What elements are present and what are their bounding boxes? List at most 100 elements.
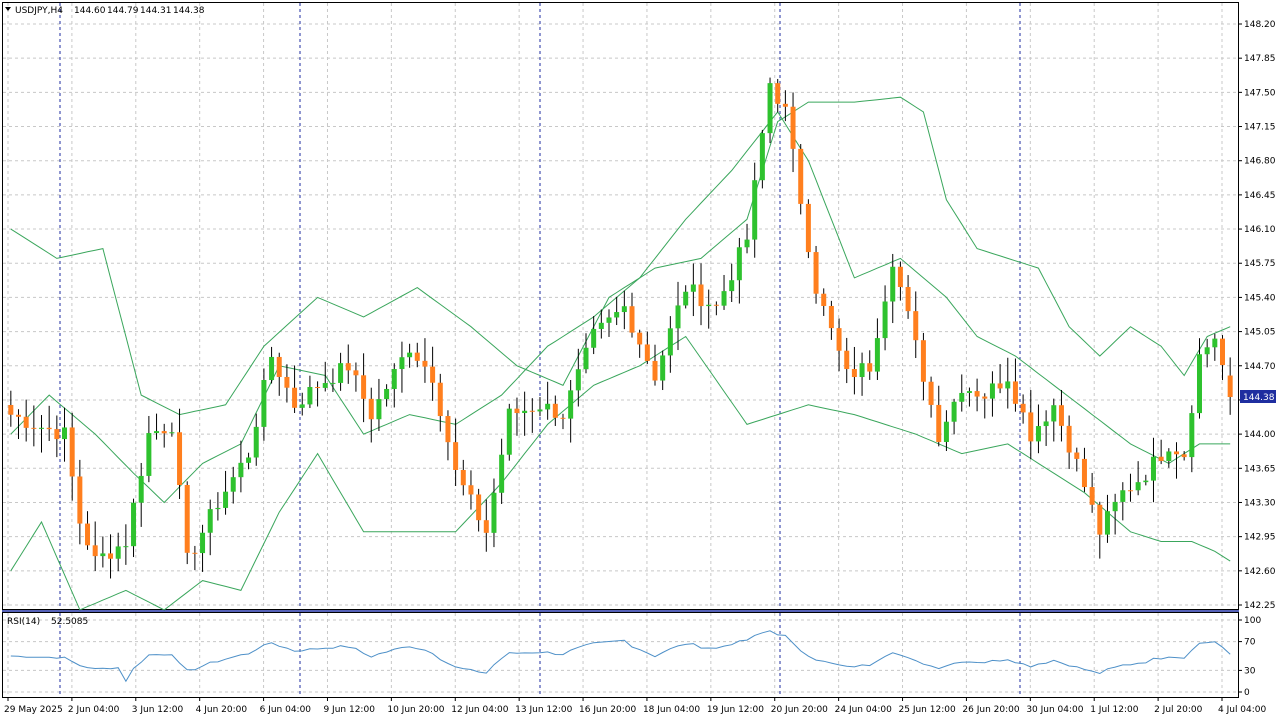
candle[interactable]: [1227, 357, 1233, 415]
candle[interactable]: [1005, 357, 1011, 409]
candle[interactable]: [890, 253, 896, 324]
candle[interactable]: [874, 318, 880, 381]
candle[interactable]: [200, 524, 206, 572]
candle[interactable]: [805, 199, 811, 259]
candle[interactable]: [345, 344, 351, 384]
candle[interactable]: [759, 129, 765, 189]
candle[interactable]: [1081, 447, 1087, 492]
candle[interactable]: [100, 536, 106, 568]
candle[interactable]: [223, 470, 229, 515]
candle[interactable]: [353, 362, 359, 392]
candle[interactable]: [882, 285, 888, 351]
candle[interactable]: [683, 285, 689, 309]
candle[interactable]: [583, 333, 589, 374]
candle[interactable]: [92, 521, 98, 571]
candle[interactable]: [123, 524, 129, 565]
candle[interactable]: [1012, 358, 1018, 412]
candle[interactable]: [1204, 338, 1210, 368]
candle[interactable]: [813, 245, 819, 304]
candle[interactable]: [108, 534, 114, 579]
candle[interactable]: [982, 393, 988, 419]
candle[interactable]: [729, 263, 735, 303]
candle[interactable]: [506, 403, 512, 461]
candle[interactable]: [614, 296, 620, 326]
candle[interactable]: [660, 350, 666, 391]
candle[interactable]: [836, 318, 842, 372]
candle[interactable]: [951, 398, 957, 435]
candle[interactable]: [936, 385, 942, 447]
candle[interactable]: [1212, 333, 1218, 361]
candle[interactable]: [1158, 439, 1164, 465]
candle[interactable]: [437, 373, 443, 432]
candle[interactable]: [407, 343, 413, 368]
candle[interactable]: [1020, 394, 1026, 424]
candle[interactable]: [706, 289, 712, 329]
candle[interactable]: [744, 223, 750, 254]
candle[interactable]: [1189, 405, 1195, 473]
candle[interactable]: [966, 387, 972, 407]
candle[interactable]: [8, 390, 14, 427]
time-axis[interactable]: 29 May 2025 2 Jun 04:00 3 Jun 12:00 4 Jun 2…: [4, 697, 1267, 715]
candle[interactable]: [161, 423, 167, 448]
triangle-down-icon[interactable]: [5, 7, 11, 11]
candle[interactable]: [1173, 442, 1179, 479]
candle[interactable]: [1097, 501, 1103, 559]
candle[interactable]: [384, 384, 390, 407]
candle[interactable]: [391, 363, 397, 408]
candle[interactable]: [652, 344, 658, 386]
candle[interactable]: [115, 532, 121, 572]
candle[interactable]: [184, 481, 190, 565]
candle[interactable]: [361, 353, 367, 423]
candle[interactable]: [1166, 448, 1172, 468]
candle[interactable]: [292, 365, 298, 413]
candle[interactable]: [828, 300, 834, 340]
candle[interactable]: [315, 381, 321, 407]
candle[interactable]: [552, 395, 558, 426]
candle[interactable]: [821, 288, 827, 316]
candle[interactable]: [322, 361, 328, 392]
candle[interactable]: [690, 263, 696, 317]
candle[interactable]: [1150, 437, 1156, 503]
candle[interactable]: [430, 346, 436, 401]
candle[interactable]: [499, 438, 505, 504]
candle[interactable]: [207, 499, 213, 556]
candle[interactable]: [330, 368, 336, 392]
candle[interactable]: [537, 397, 543, 417]
candle[interactable]: [897, 261, 903, 301]
candle[interactable]: [1104, 494, 1110, 543]
candle[interactable]: [69, 412, 75, 501]
candle[interactable]: [1074, 447, 1080, 472]
candle[interactable]: [238, 440, 244, 493]
candle[interactable]: [1058, 389, 1064, 442]
candle[interactable]: [867, 350, 873, 380]
candle[interactable]: [230, 466, 236, 504]
candle[interactable]: [790, 92, 796, 173]
candle[interactable]: [453, 418, 459, 487]
candle[interactable]: [85, 511, 91, 550]
candle[interactable]: [522, 391, 528, 436]
candle[interactable]: [698, 263, 704, 326]
candle[interactable]: [798, 144, 804, 215]
candle[interactable]: [782, 90, 788, 122]
candle[interactable]: [629, 292, 635, 338]
candle[interactable]: [276, 352, 282, 396]
candle[interactable]: [637, 329, 643, 358]
candle[interactable]: [959, 374, 965, 412]
candle[interactable]: [1143, 474, 1149, 486]
candle[interactable]: [169, 422, 175, 437]
candle[interactable]: [575, 348, 581, 407]
candle[interactable]: [844, 337, 850, 384]
candle[interactable]: [31, 405, 37, 447]
candle[interactable]: [476, 488, 482, 532]
candle[interactable]: [261, 368, 267, 441]
candle[interactable]: [1028, 390, 1034, 460]
candle[interactable]: [376, 378, 382, 432]
candle[interactable]: [905, 275, 911, 319]
candle[interactable]: [177, 408, 183, 499]
candle[interactable]: [775, 78, 781, 113]
candle[interactable]: [414, 342, 420, 368]
candle[interactable]: [1112, 493, 1118, 535]
candle[interactable]: [644, 331, 650, 364]
candle[interactable]: [974, 378, 980, 412]
